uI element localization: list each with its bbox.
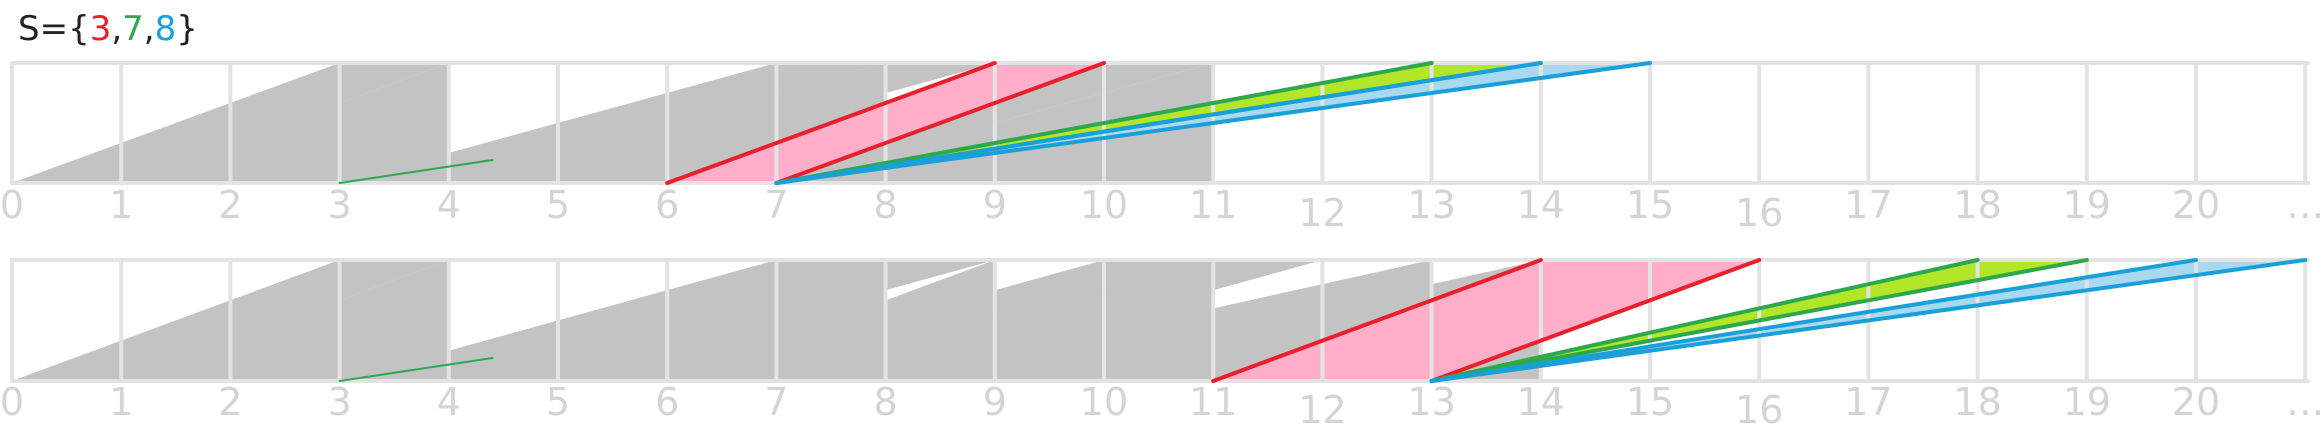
title-comma: , xyxy=(144,9,155,49)
tick-label: 12 xyxy=(1298,191,1346,235)
tick-label: 6 xyxy=(655,183,679,227)
title-member-3: 3 xyxy=(90,9,112,49)
tick-label: 2 xyxy=(218,183,242,227)
tick-label: 5 xyxy=(546,183,570,227)
tick-label: 8 xyxy=(874,183,898,227)
title-member-8: 8 xyxy=(155,9,177,49)
green-line xyxy=(774,61,1434,185)
title-suffix: } xyxy=(176,9,198,49)
tick-label: 19 xyxy=(2063,183,2111,227)
tick-label: … xyxy=(2286,183,2323,227)
grid xyxy=(10,258,2310,383)
tick-label: 16 xyxy=(1735,191,1783,235)
gray-band xyxy=(339,260,886,381)
blue-line xyxy=(1429,258,2308,383)
gray-band xyxy=(448,260,995,381)
tick-label: 18 xyxy=(1953,183,2001,227)
green-line xyxy=(1429,258,1980,383)
tick-labels: 0 1 2 3 4 5 6 7 8 9 10 11 12 13 14 15 16 17 18 19 20… xyxy=(0,380,2323,432)
tick-label: 17 xyxy=(1844,380,1892,424)
tick-label: 1 xyxy=(109,380,133,424)
tick-label: 14 xyxy=(1517,380,1565,424)
tick-label: 12 xyxy=(1298,388,1346,432)
grid xyxy=(10,61,2310,185)
title-comma: , xyxy=(111,9,122,49)
tick-label: 18 xyxy=(1953,380,2001,424)
title-prefix: S={ xyxy=(18,9,90,49)
set-title: S={3,7,8} xyxy=(18,9,198,49)
tick-label: 2 xyxy=(218,380,242,424)
tick-label: 4 xyxy=(437,183,461,227)
tick-label: 11 xyxy=(1189,380,1237,424)
tick-label: 0 xyxy=(0,380,24,424)
tick-label: 1 xyxy=(109,183,133,227)
tick-label: 14 xyxy=(1517,183,1565,227)
red-line xyxy=(774,61,1106,185)
blue-line xyxy=(774,61,1543,185)
tick-label: 10 xyxy=(1080,183,1128,227)
tick-label: 9 xyxy=(983,183,1007,227)
tick-label: 7 xyxy=(764,380,788,424)
tick-label: … xyxy=(2286,380,2323,424)
tick-label: 20 xyxy=(2172,380,2220,424)
tick-labels: 0 1 2 3 4 5 6 7 8 9 10 11 12 13 14 15 16 17 18 19 20… xyxy=(0,183,2323,235)
gray-band xyxy=(667,260,1214,381)
title-member-7: 7 xyxy=(122,9,144,49)
red-line xyxy=(1429,258,1762,383)
tick-label: 15 xyxy=(1626,183,1674,227)
red-line xyxy=(1211,258,1543,383)
diagram-rows: 0 1 2 3 4 5 6 7 8 9 10 11 12 13 14 15 16 17 18 19 20 …0 1 2 3 4 5 6… xyxy=(0,61,2323,432)
tick-label: 7 xyxy=(764,183,788,227)
red-line xyxy=(665,61,997,185)
green-mark xyxy=(338,159,494,184)
tick-label: 8 xyxy=(874,380,898,424)
tick-label: 16 xyxy=(1735,388,1783,432)
tick-label: 19 xyxy=(2063,380,2111,424)
red-region xyxy=(1213,260,1760,381)
tick-label: 3 xyxy=(328,380,352,424)
tick-label: 13 xyxy=(1407,183,1455,227)
gray-band xyxy=(339,63,886,183)
gray-band xyxy=(448,63,995,183)
tick-label: 10 xyxy=(1080,380,1128,424)
row-2: 0 1 2 3 4 5 6 7 8 9 10 11 12 13 14 15 16 17 18 19 20… xyxy=(0,258,2323,432)
blue-line xyxy=(1429,258,2198,383)
blue-line xyxy=(774,61,1652,185)
green-line xyxy=(1429,258,2089,383)
tick-label: 3 xyxy=(328,183,352,227)
green-mark xyxy=(338,357,494,382)
tick-label: 6 xyxy=(655,380,679,424)
tick-label: 17 xyxy=(1844,183,1892,227)
tick-label: 9 xyxy=(983,380,1007,424)
tick-label: 20 xyxy=(2172,183,2220,227)
tick-label: 15 xyxy=(1626,380,1674,424)
tick-label: 4 xyxy=(437,380,461,424)
tick-label: 13 xyxy=(1407,380,1455,424)
gray-band xyxy=(776,260,1323,381)
tick-label: 11 xyxy=(1189,183,1237,227)
tick-label: 5 xyxy=(546,380,570,424)
tick-label: 0 xyxy=(0,183,24,227)
row-1: 0 1 2 3 4 5 6 7 8 9 10 11 12 13 14 15 16 17 18 19 20… xyxy=(0,61,2323,235)
